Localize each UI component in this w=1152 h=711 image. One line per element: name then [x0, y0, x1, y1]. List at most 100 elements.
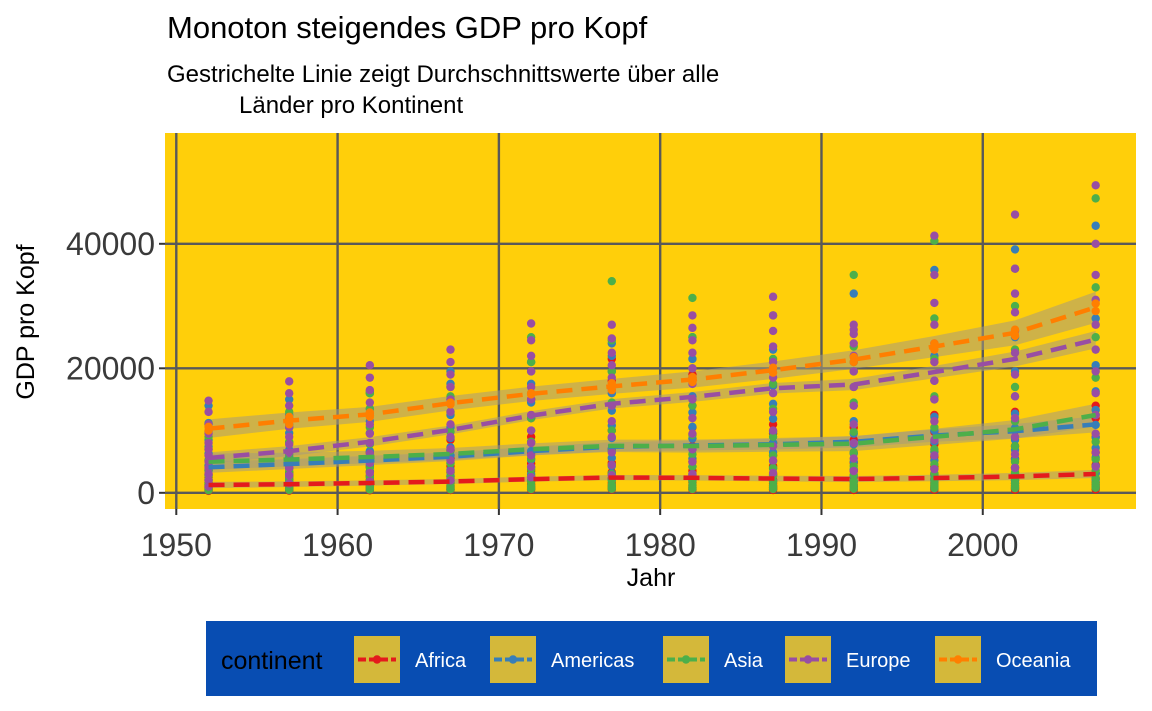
point-asia-2007-5: [1091, 454, 1100, 464]
point-americas-2007-10: [1091, 314, 1100, 323]
point-europe-1982-1: [688, 457, 697, 466]
point-europe-2007-9: [1091, 270, 1100, 280]
point-europe-1957-9: [284, 401, 294, 410]
point-europe-2007-6: [1091, 345, 1100, 354]
point-europe-1972-10: [526, 336, 536, 345]
x-tick-label-0: 1950: [141, 527, 212, 563]
point-europe-1992-1: [849, 454, 858, 463]
trend-line-africa: [208, 471, 1096, 488]
point-asia-1977-9: [607, 367, 616, 376]
legend-item-europe: Europe: [785, 636, 911, 683]
point-europe-1987-5: [768, 389, 778, 398]
point-europe-1977-11: [607, 320, 616, 329]
point-europe-1992-3: [849, 420, 858, 429]
ribbon-oceania: [208, 291, 1096, 439]
point-europe-1992-4: [849, 401, 858, 410]
point-americas-2002-11: [1010, 245, 1020, 254]
point-europe-1977-9: [607, 348, 616, 357]
point-asia-2002-5: [1010, 457, 1020, 466]
point-europe-1972-2: [526, 451, 536, 460]
chart-subtitle-line-1: Gestrichelte Linie zeigt Durchschnittswe…: [167, 61, 719, 88]
point-oceania-2007-1: [1091, 299, 1100, 308]
point-americas-1992-11: [849, 289, 858, 298]
point-asia-1992-7: [849, 427, 858, 437]
y-axis-label: GDP pro Kopf: [12, 244, 40, 399]
point-europe-2002-9: [1010, 289, 1020, 298]
point-europe-2007-7: [1091, 320, 1100, 329]
trend-lines: [208, 305, 1097, 488]
point-europe-1962-8: [365, 398, 375, 407]
point-europe-1982-9: [688, 336, 697, 345]
ribbon-europe: [208, 330, 1096, 464]
point-europe-1967-1: [446, 466, 455, 476]
point-oceania-1967-1: [446, 398, 455, 407]
point-europe-1967-8: [446, 382, 455, 392]
point-europe-1957-10: [284, 389, 294, 398]
point-europe-1982-11: [688, 311, 697, 320]
point-asia-1972-10: [526, 357, 536, 367]
point-asia-1997-6: [930, 445, 939, 454]
point-europe-1987-1: [768, 456, 778, 465]
point-europe-1992-11: [849, 320, 858, 329]
point-europe-1982-10: [688, 323, 697, 333]
point-americas-1982-10: [688, 354, 697, 364]
point-europe-1982-8: [688, 348, 697, 357]
point-europe-1982-3: [688, 429, 697, 438]
point-europe-1972-4: [526, 426, 536, 435]
point-europe-1987-3: [768, 426, 778, 435]
point-europe-1952-2: [204, 469, 213, 479]
x-tick-label-1: 1960: [302, 527, 373, 563]
point-europe-1962-6: [365, 420, 375, 429]
point-europe-2002-10: [1010, 264, 1020, 273]
point-europe-1987-0: [768, 468, 778, 478]
point-americas-1957-11: [284, 395, 294, 404]
point-europe-1997-10: [930, 270, 939, 280]
point-asia-1997-10: [930, 314, 939, 323]
legend-point-oceania: [953, 655, 963, 664]
legend-label-oceania: Oceania: [996, 650, 1071, 672]
point-europe-2007-4: [1091, 389, 1100, 398]
point-europe-2007-1: [1091, 448, 1100, 457]
legend-label-europe: Europe: [846, 650, 911, 672]
point-europe-1967-3: [446, 445, 455, 454]
point-europe-2002-11: [1010, 210, 1020, 219]
point-europe-1962-1: [365, 468, 375, 478]
point-asia-2007-10: [1091, 283, 1100, 292]
point-europe-2007-10: [1091, 239, 1100, 249]
point-americas-1982-6: [688, 422, 697, 432]
y-tick-label-0: 0: [137, 475, 155, 511]
point-europe-1997-0: [930, 464, 939, 474]
point-europe-1977-4: [607, 417, 616, 426]
point-europe-1952-7: [204, 438, 213, 448]
point-europe-1972-0: [526, 473, 536, 482]
point-europe-1992-8: [849, 339, 858, 348]
point-europe-1987-9: [768, 326, 778, 336]
point-asia-1977-11: [607, 276, 616, 286]
point-europe-1952-6: [204, 445, 213, 454]
point-asia-1992-11: [849, 270, 858, 280]
point-europe-1997-4: [930, 395, 939, 404]
point-asia-2002-10: [1010, 301, 1020, 311]
point-asia-2007-9: [1091, 332, 1100, 342]
point-europe-1977-2: [607, 448, 616, 457]
point-asia-2007-8: [1091, 373, 1100, 382]
point-europe-1952-1: [204, 476, 213, 485]
point-europe-1962-11: [365, 360, 375, 370]
point-europe-1967-11: [446, 345, 455, 354]
legend-point-africa: [372, 655, 382, 664]
point-europe-2002-8: [1010, 308, 1020, 317]
point-europe-1967-6: [446, 407, 455, 417]
point-europe-2007-11: [1091, 181, 1100, 190]
point-europe-1992-6: [849, 367, 858, 376]
legend-title: continent: [221, 647, 323, 675]
point-europe-2002-1: [1010, 450, 1020, 459]
point-europe-1997-6: [930, 357, 939, 367]
point-europe-1962-10: [365, 373, 375, 382]
point-europe-2002-4: [1010, 392, 1020, 401]
point-europe-1987-11: [768, 292, 778, 301]
legend-point-asia: [681, 655, 691, 664]
chart-title: Monoton steigendes GDP pro Kopf: [167, 10, 648, 45]
point-europe-1967-5: [446, 420, 455, 429]
legend-item-africa: Africa: [354, 636, 467, 683]
